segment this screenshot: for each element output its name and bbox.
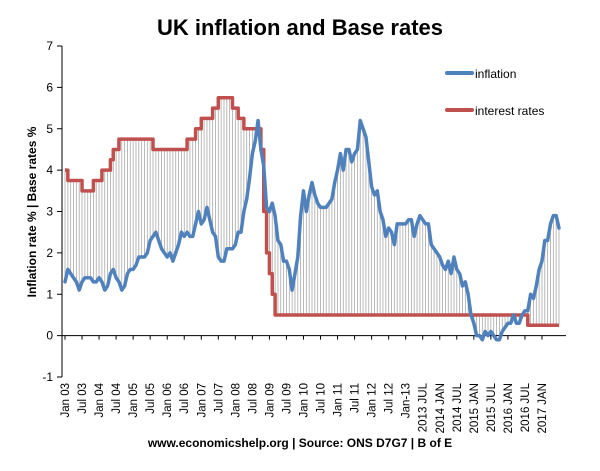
x-tick-label: Jul 11 — [350, 383, 362, 413]
x-tick-label: Jul 05 — [145, 383, 157, 414]
y-tick-label: 3 — [46, 205, 53, 219]
x-tick-label: Jan 07 — [196, 383, 208, 418]
x-tick-label: Jan 09 — [264, 383, 276, 418]
x-tick-label: 2014 JUL — [452, 382, 464, 432]
x-tick-label: Jul 12 — [384, 383, 396, 414]
y-tick-label: 2 — [46, 246, 53, 260]
x-tick-label: Jan 11 — [333, 383, 345, 417]
series-lines — [63, 95, 561, 342]
series-line-inflation — [63, 118, 561, 342]
x-tick-label: Jan 05 — [128, 383, 140, 418]
x-tick-label: 2013 JUL — [418, 382, 430, 432]
y-tick-label: 5 — [46, 122, 53, 136]
legend-label-inflation: inflation — [475, 67, 516, 81]
x-tick-label: Jan 04 — [94, 382, 106, 417]
x-tick-label: Jul 09 — [281, 383, 293, 414]
chart-title: UK inflation and Base rates — [157, 15, 443, 40]
x-tick-label: Jan 12 — [367, 383, 379, 418]
legend: inflation interest rates — [445, 67, 544, 118]
x-tick-labels: Jan 03 Jul 03 Jan 04 Jul 04 Jan 05 Jul 05 Jan … — [60, 382, 549, 433]
x-tick-label: 2017 JAN — [537, 383, 549, 434]
x-tick-label: 2016 JAN — [503, 383, 515, 434]
y-tick-label: -1 — [42, 370, 53, 384]
x-tick-label: Jul 04 — [111, 382, 123, 413]
y-tick-label: 6 — [46, 80, 53, 94]
x-tick-label: 2014 JAN — [435, 383, 447, 434]
x-tick-label: Jul 03 — [77, 383, 89, 414]
x-tick-label: 2015 JUL — [486, 382, 498, 432]
x-tick-label: Jan 08 — [230, 383, 242, 418]
x-tick-label: Jan 03 — [60, 383, 72, 418]
x-tick-label: Jan 06 — [162, 383, 174, 418]
x-tick-label: Jul 10 — [316, 383, 328, 414]
y-tick-label: 1 — [46, 287, 53, 301]
y-tick-label: 7 — [46, 39, 53, 53]
y-tick-label: 0 — [46, 329, 53, 343]
x-tick-label: 2015 JAN — [469, 383, 481, 434]
x-tick-label: Jan-13 — [401, 383, 413, 418]
legend-label-interest-rates: interest rates — [475, 104, 544, 118]
x-tick-label: 2016 JUL — [520, 382, 532, 432]
x-tick-label: Jul 06 — [179, 383, 191, 414]
source-note: www.economicshelp.org | Source: ONS D7G7… — [147, 436, 452, 450]
x-tick-label: Jul 08 — [247, 383, 259, 414]
y-tick-label: 4 — [46, 163, 53, 177]
x-tick-label: Jul 07 — [213, 383, 225, 414]
y-axis-label: Inflation rate % | Base rates % — [25, 126, 39, 297]
difference-hatching — [64, 97, 560, 340]
series-line-interest-rates — [65, 95, 559, 328]
x-tick-label: Jan 10 — [298, 383, 310, 418]
y-tick-labels: -1 0 1 2 3 4 5 6 7 — [42, 39, 53, 384]
